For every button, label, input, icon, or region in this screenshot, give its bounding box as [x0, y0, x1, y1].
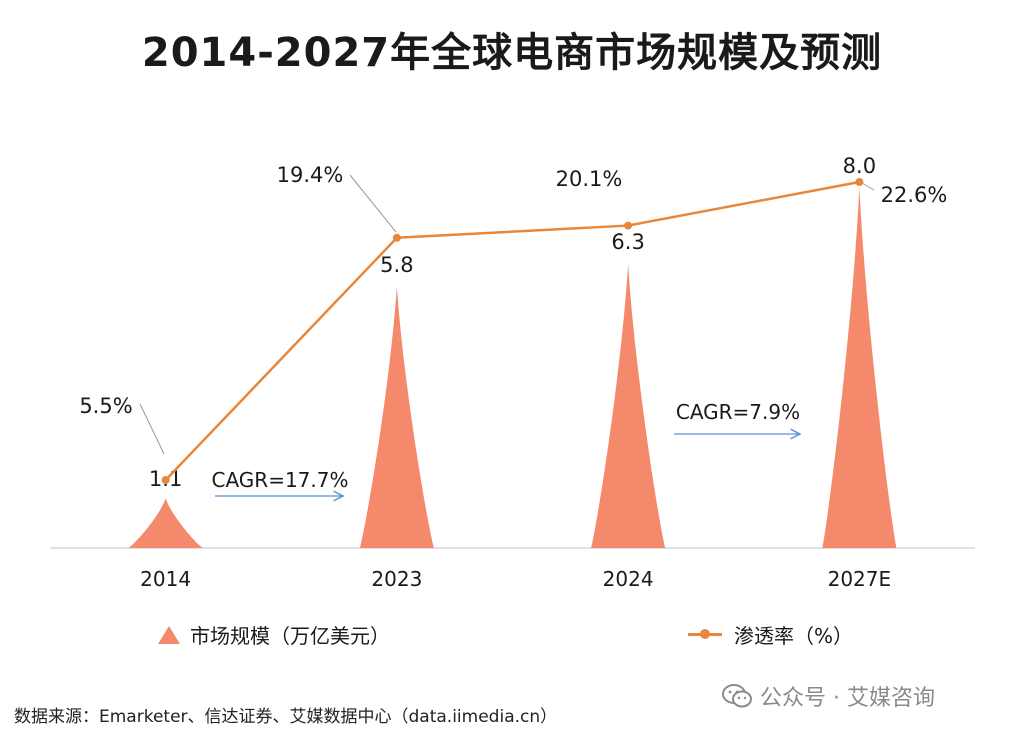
penetration-point	[855, 178, 864, 186]
penetration-value-label: 22.6%	[881, 183, 948, 207]
penetration-value-label: 19.4%	[277, 163, 344, 187]
market-bar	[359, 286, 434, 548]
market-value-label: 6.3	[611, 230, 644, 254]
x-tick-label: 2023	[371, 567, 422, 591]
x-tick-label: 2024	[603, 567, 654, 591]
watermark: 公众号 · 艾媒咨询	[722, 680, 935, 712]
penetration-value-label: 20.1%	[556, 167, 623, 191]
leader-line	[349, 174, 397, 233]
legend-penetration: 渗透率（%）	[688, 620, 853, 649]
wechat-icon	[722, 684, 752, 708]
penetration-value-label: 5.5%	[79, 394, 132, 418]
legend-market-label: 市场规模（万亿美元）	[190, 624, 390, 648]
line-swatch-icon	[688, 629, 722, 639]
market-value-label: 5.8	[380, 253, 413, 277]
penetration-point	[392, 233, 401, 242]
chart-title: 2014-2027年全球电商市场规模及预测	[141, 30, 883, 76]
chart-canvas: 2014202320242027E1.15.86.38.05.5%19.4%20…	[50, 154, 975, 591]
legend-market: 市场规模（万亿美元）	[158, 620, 390, 649]
spike-swatch-icon	[158, 625, 180, 644]
market-bar	[822, 187, 897, 548]
market-value-label: 8.0	[843, 154, 876, 178]
source-note: 数据来源：Emarketer、信达证券、艾媒数据中心（data.iimedia.…	[14, 707, 558, 727]
x-tick-label: 2027E	[828, 567, 892, 591]
watermark-text: 公众号 · 艾媒咨询	[760, 686, 935, 711]
leader-line	[139, 403, 165, 455]
legend-penetration-label: 渗透率（%）	[734, 624, 854, 648]
penetration-point	[624, 221, 633, 230]
penetration-point	[161, 476, 170, 484]
penetration-line	[164, 180, 860, 481]
cagr-label: CAGR=17.7%	[212, 468, 349, 492]
leader-line	[861, 182, 875, 191]
market-bar	[591, 263, 666, 548]
cagr-label: CAGR=7.9%	[676, 400, 800, 424]
market-bar	[128, 498, 203, 548]
x-tick-label: 2014	[140, 567, 191, 591]
